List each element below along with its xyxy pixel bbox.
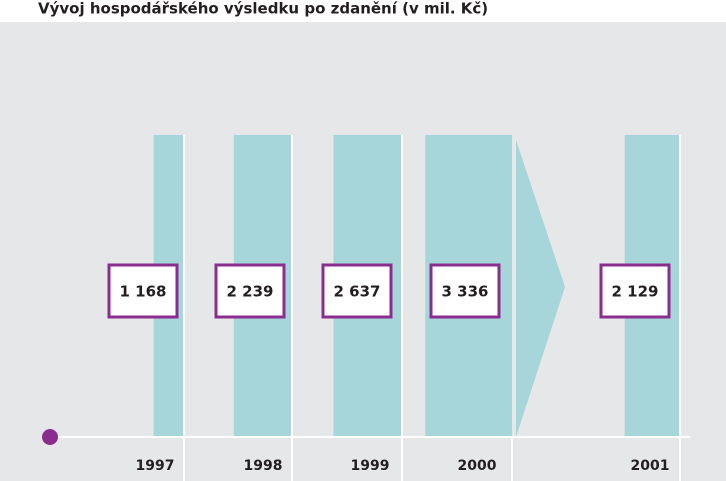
x-tick-label: 2001 bbox=[631, 458, 670, 474]
value-label: 2 129 bbox=[612, 283, 659, 301]
value-label-box bbox=[107, 263, 179, 319]
value-label: 2 637 bbox=[334, 283, 381, 301]
value-label-box bbox=[321, 263, 393, 319]
value-label-box bbox=[214, 263, 286, 319]
arrow bbox=[516, 140, 565, 437]
x-tick-label: 1998 bbox=[244, 458, 283, 474]
value-label: 3 336 bbox=[442, 283, 489, 301]
value-label-box bbox=[599, 263, 671, 319]
x-tick-label: 1997 bbox=[136, 458, 175, 474]
value-label-box bbox=[429, 263, 501, 319]
value-label: 2 239 bbox=[227, 283, 274, 301]
value-label: 1 168 bbox=[120, 283, 167, 301]
x-tick-label: 2000 bbox=[458, 458, 497, 474]
x-tick-label: 1999 bbox=[351, 458, 390, 474]
chart-title: Vývoj hospodářského výsledku po zdanění … bbox=[38, 0, 488, 18]
origin-dot bbox=[42, 429, 58, 445]
